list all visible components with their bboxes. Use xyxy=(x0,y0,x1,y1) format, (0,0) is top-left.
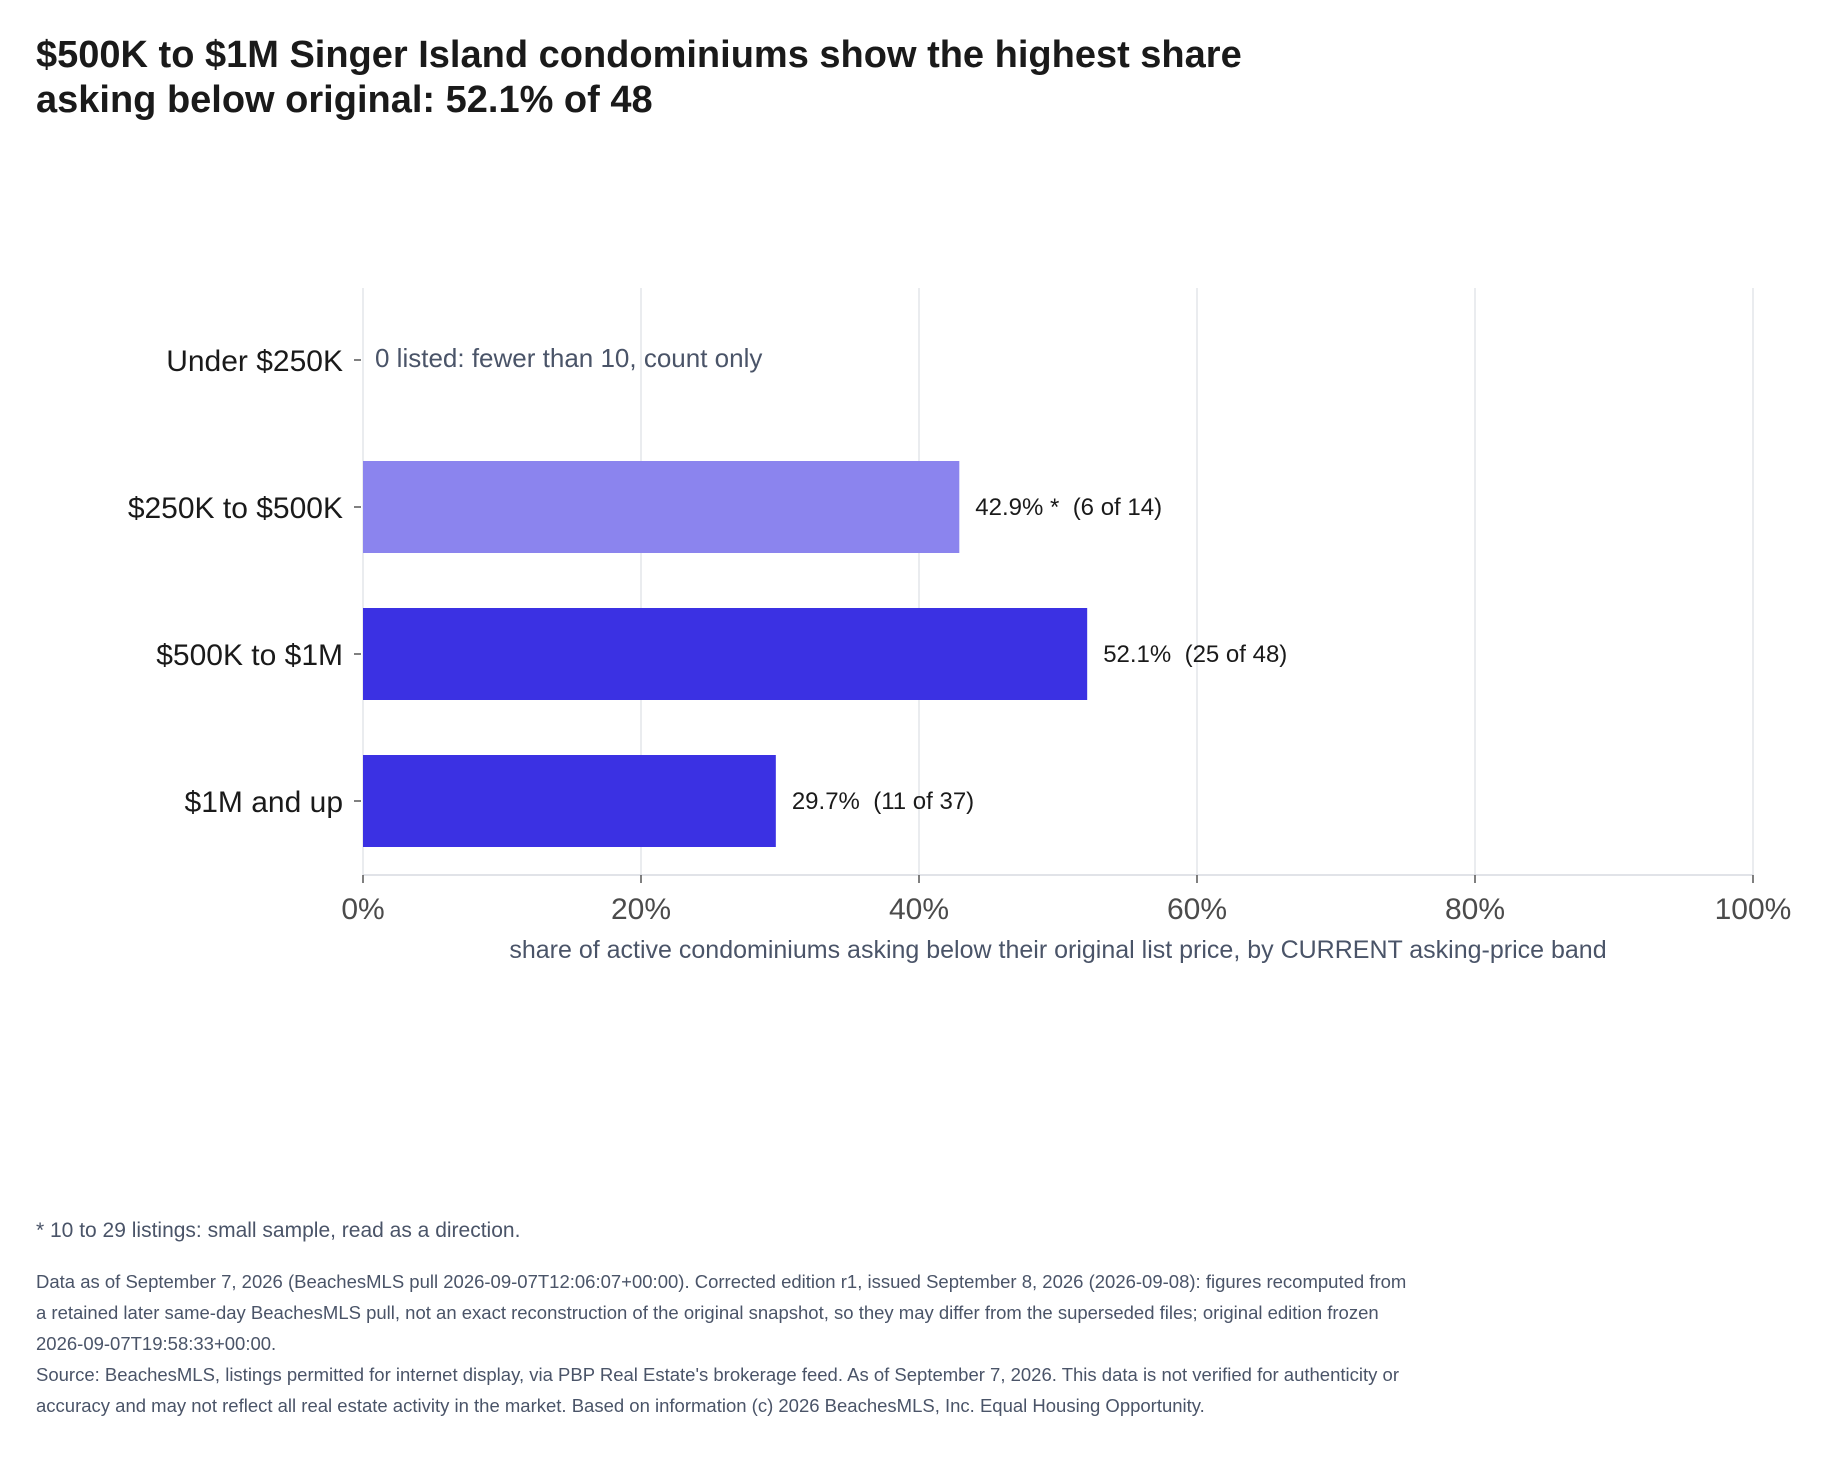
bar xyxy=(363,755,776,847)
bar-value-label: 29.7% (11 of 37) xyxy=(792,788,974,815)
x-tick-label: 60% xyxy=(1167,893,1227,926)
data-note: Data as of September 7, 2026 (BeachesMLS… xyxy=(36,1271,1407,1354)
x-tick-label: 20% xyxy=(611,893,671,926)
x-tick-label: 0% xyxy=(341,893,384,926)
source-note: Source: BeachesMLS, listings permitted f… xyxy=(36,1364,1399,1416)
bar xyxy=(363,461,960,553)
source-notes: Data as of September 7, 2026 (BeachesMLS… xyxy=(36,1266,1416,1421)
bar xyxy=(363,608,1088,700)
x-tick-label: 40% xyxy=(889,893,949,926)
bar-chart: 0% 20% 40% 60% 80% 100% share of active condom… xyxy=(128,288,1792,964)
y-tick-label: Under $250K xyxy=(166,345,343,378)
y-tick-label: $500K to $1M xyxy=(156,639,343,672)
x-tick-label: 100% xyxy=(1715,893,1792,926)
footnote: * 10 to 29 listings: small sample, read … xyxy=(36,1219,521,1242)
x-tick-label: 80% xyxy=(1445,893,1505,926)
y-tick-label: $1M and up xyxy=(185,786,343,819)
y-tick-label: $250K to $500K xyxy=(128,492,343,525)
bar-value-label: 52.1% (25 of 48) xyxy=(1103,641,1287,668)
chart-title: $500K to $1M Singer Island condominiums … xyxy=(36,34,1242,121)
bar-value-label: 42.9% * (6 of 14) xyxy=(975,494,1162,521)
x-axis-title: share of active condominiums asking belo… xyxy=(509,936,1606,964)
bar-value-label: 0 listed: fewer than 10, count only xyxy=(375,343,762,373)
